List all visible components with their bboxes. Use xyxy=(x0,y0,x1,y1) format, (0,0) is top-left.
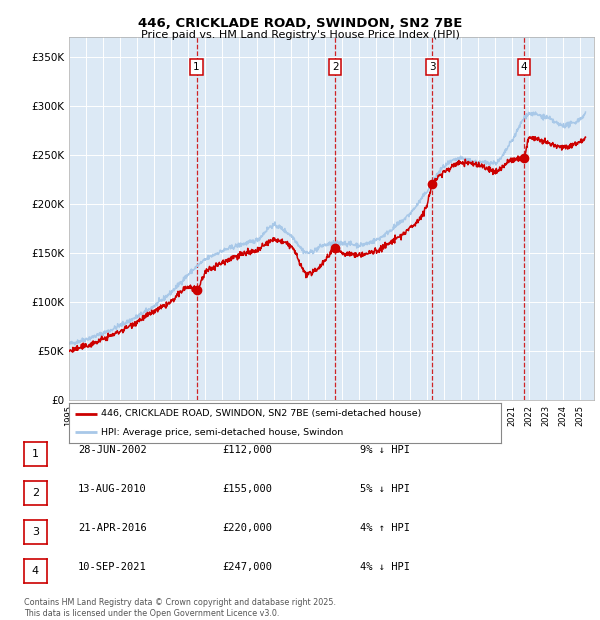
Text: Price paid vs. HM Land Registry's House Price Index (HPI): Price paid vs. HM Land Registry's House … xyxy=(140,30,460,40)
Text: 9% ↓ HPI: 9% ↓ HPI xyxy=(360,445,410,455)
Text: 4: 4 xyxy=(521,61,527,71)
Text: 4% ↓ HPI: 4% ↓ HPI xyxy=(360,562,410,572)
Text: 5% ↓ HPI: 5% ↓ HPI xyxy=(360,484,410,494)
Text: HPI: Average price, semi-detached house, Swindon: HPI: Average price, semi-detached house,… xyxy=(101,428,344,437)
Text: 4% ↑ HPI: 4% ↑ HPI xyxy=(360,523,410,533)
Text: 13-AUG-2010: 13-AUG-2010 xyxy=(78,484,147,494)
Text: £112,000: £112,000 xyxy=(222,445,272,455)
Text: 446, CRICKLADE ROAD, SWINDON, SN2 7BE: 446, CRICKLADE ROAD, SWINDON, SN2 7BE xyxy=(138,17,462,30)
Text: £220,000: £220,000 xyxy=(222,523,272,533)
Text: 2: 2 xyxy=(332,61,338,71)
Text: 28-JUN-2002: 28-JUN-2002 xyxy=(78,445,147,455)
Text: 446, CRICKLADE ROAD, SWINDON, SN2 7BE (semi-detached house): 446, CRICKLADE ROAD, SWINDON, SN2 7BE (s… xyxy=(101,409,422,419)
Text: 2: 2 xyxy=(32,488,39,498)
Text: 1: 1 xyxy=(193,61,200,71)
Text: 10-SEP-2021: 10-SEP-2021 xyxy=(78,562,147,572)
Text: 3: 3 xyxy=(429,61,436,71)
Text: £247,000: £247,000 xyxy=(222,562,272,572)
Text: 3: 3 xyxy=(32,527,39,537)
Text: 4: 4 xyxy=(32,566,39,576)
Text: £155,000: £155,000 xyxy=(222,484,272,494)
Text: 1: 1 xyxy=(32,449,39,459)
Text: 21-APR-2016: 21-APR-2016 xyxy=(78,523,147,533)
Text: Contains HM Land Registry data © Crown copyright and database right 2025.
This d: Contains HM Land Registry data © Crown c… xyxy=(24,598,336,618)
